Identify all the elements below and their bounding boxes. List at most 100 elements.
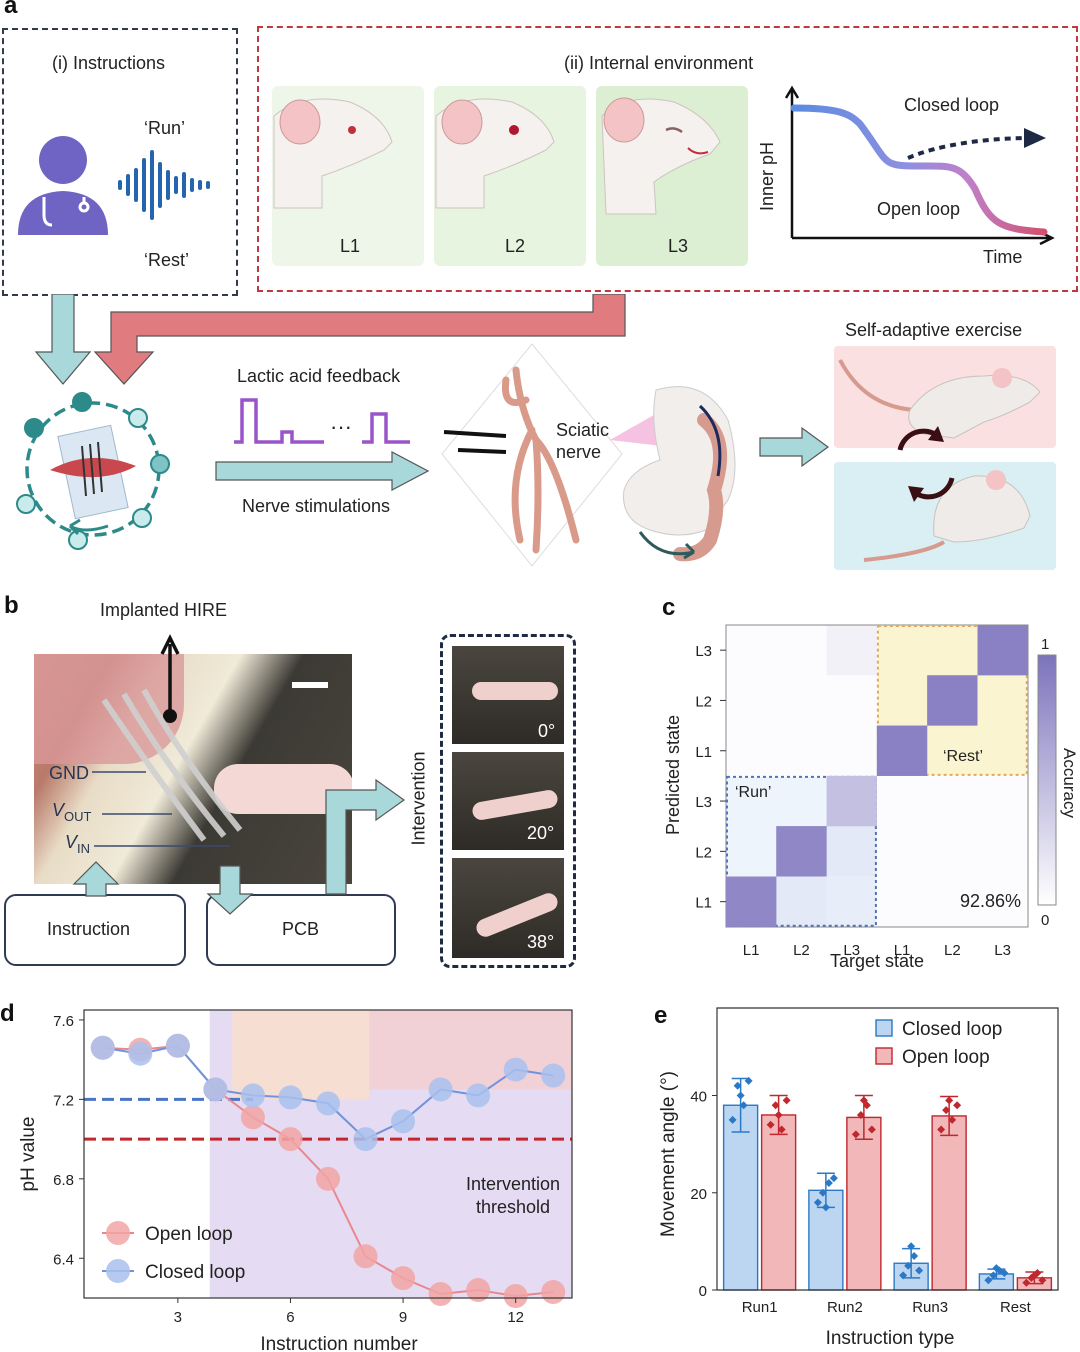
lactic-acid-feedback-label: Lactic acid feedback (237, 366, 401, 386)
ph-point-s1-10 (466, 1083, 491, 1108)
cm-cell-strong-r5-c0 (726, 876, 777, 927)
bar-point-0-s1-1 (771, 1101, 780, 1110)
cm-cell-r3-c3 (876, 775, 928, 827)
ph-point-s1-2 (165, 1033, 190, 1058)
closed-loop-label: Closed loop (904, 95, 1000, 115)
bar-2-s1 (931, 1115, 967, 1291)
self-adaptive-exercise-label: Self-adaptive exercise (845, 320, 1023, 340)
cm-y-tick-5: L1 (695, 895, 712, 912)
ph-point-s1-11 (503, 1057, 528, 1082)
ph-legend-marker-0 (106, 1221, 130, 1245)
cm-cell-r2-c1 (776, 725, 828, 777)
doctor-icon (18, 136, 108, 235)
intervention-photos-box (440, 634, 576, 968)
ph-legend-label-1: Closed loop (145, 1262, 245, 1283)
paw-20 (471, 788, 559, 822)
bar-ylabel: Movement angle (°) (658, 1071, 679, 1237)
cm-overall-accuracy: 92.86% (960, 891, 1021, 911)
angle-0-label: 0° (538, 721, 556, 741)
bar-point-2-s1-2 (948, 1115, 957, 1124)
cm-cell-r3-c0 (726, 775, 777, 827)
ph-legend-marker-1 (106, 1259, 130, 1283)
cm-cell-r4-c4 (927, 826, 978, 877)
cm-colorbar-max: 1 (1041, 636, 1049, 653)
ph-point-s0-7 (353, 1244, 378, 1269)
bar-x-tick-3: Rest (1000, 1299, 1032, 1316)
bar-point-0-s0-0 (728, 1115, 737, 1124)
bar-0-s0 (722, 1104, 759, 1291)
bar-bars (722, 1076, 1053, 1291)
cm-cell-strong-r0-c5 (977, 625, 1028, 676)
cm-colorbar-min: 0 (1041, 912, 1049, 929)
implanted-hire-label: Implanted HIRE (100, 600, 228, 620)
cm-x-tick-3: L1 (894, 942, 911, 959)
inner-ph-label: Inner pH (757, 141, 778, 212)
angle-38-label: 38° (527, 932, 555, 952)
ph-point-s0-10 (466, 1278, 491, 1303)
angle-20-label: 20° (527, 823, 555, 843)
ph-legend-label-0: Open loop (145, 1224, 233, 1245)
ph-point-s1-7 (353, 1127, 378, 1152)
ph-x-tick-0: 3 (174, 1309, 182, 1326)
level-l3: L3 (668, 236, 689, 256)
run-label: ‘Run’ (144, 118, 186, 138)
bar-point-1-s0-2 (824, 1179, 833, 1188)
nerve-stimulations-label: Nerve stimulations (242, 496, 391, 516)
ph-y-ticks: 6.4 6.8 7.2 7.6 (53, 1013, 84, 1268)
bar-point-1-s1-1 (856, 1110, 865, 1119)
bar-y-tick-1: 20 (690, 1186, 707, 1203)
ph-point-s1-3 (203, 1077, 228, 1102)
cm-overlays (726, 625, 1028, 927)
open-loop-label: Open loop (877, 199, 961, 219)
cm-cell-r4-c2 (826, 826, 878, 877)
bar-y-tick-0: 0 (699, 1283, 707, 1300)
sciatic-label: Sciatic (556, 420, 610, 440)
cm-run-label: ‘Run’ (735, 784, 771, 801)
rest-label: ‘Rest’ (144, 250, 190, 270)
ph-point-s1-8 (391, 1109, 416, 1134)
cm-cell-r0-c1 (776, 625, 828, 676)
bar-point-2-s0-0 (899, 1271, 908, 1280)
cm-x-tick-4: L2 (944, 942, 961, 959)
cm-cell-r3-c4 (927, 775, 978, 827)
cm-cell-r5-c2 (826, 876, 878, 928)
cm-cell-r3-c5 (977, 775, 1029, 827)
bar-point-1-s1-4 (859, 1096, 868, 1105)
bar-point-1-s0-0 (813, 1198, 822, 1207)
cm-cell-r0-c2 (826, 625, 878, 676)
ph-x-tick-3: 12 (507, 1309, 524, 1326)
pcb-arrows (72, 778, 406, 915)
ph-point-s1-12 (541, 1063, 566, 1088)
vin-sub: IN (77, 841, 91, 856)
cm-y-tick-3: L3 (695, 794, 712, 811)
cm-cell-r1-c3 (876, 675, 928, 727)
cm-cell-r5-c5 (977, 876, 1029, 928)
ph-point-s0-12 (541, 1280, 566, 1305)
bar-point-3-s0-0 (984, 1276, 993, 1285)
cm-cell-r4-c3 (876, 826, 928, 877)
angle-photo-38 (452, 858, 564, 958)
ph-point-s0-5 (278, 1127, 303, 1152)
bar-point-2-s0-3 (915, 1266, 924, 1275)
bar-point-2-s0-4 (907, 1242, 916, 1251)
ph-point-s0-8 (391, 1266, 416, 1291)
vout-label: VOUT (52, 800, 91, 824)
pcb-label: PCB (282, 919, 320, 939)
bar-x-ticks: Run1 Run2 Run3 Rest (742, 1299, 1032, 1316)
panel-label-c: c (662, 594, 676, 621)
instructions-title: (i) Instructions (52, 53, 166, 73)
bar-x-tick-2: Run3 (912, 1299, 948, 1316)
gnd-label: GND (49, 763, 89, 783)
bar-point-0-s1-0 (766, 1120, 775, 1129)
exercise-rats (838, 359, 1041, 562)
cm-rest-label: ‘Rest’ (943, 748, 983, 765)
cm-cell-r2-c0 (726, 725, 777, 777)
bar-point-1-s1-2 (862, 1101, 871, 1110)
ph-point-s1-1 (128, 1041, 153, 1066)
cm-cell-r0-c0 (726, 625, 777, 676)
ph-x-tick-1: 6 (286, 1309, 294, 1326)
ph-y-tick-1: 6.8 (53, 1172, 74, 1189)
bar-xlabel: Instruction type (826, 1328, 955, 1349)
bar-0-s1 (760, 1114, 797, 1291)
bar-point-1-s0-4 (821, 1203, 830, 1212)
